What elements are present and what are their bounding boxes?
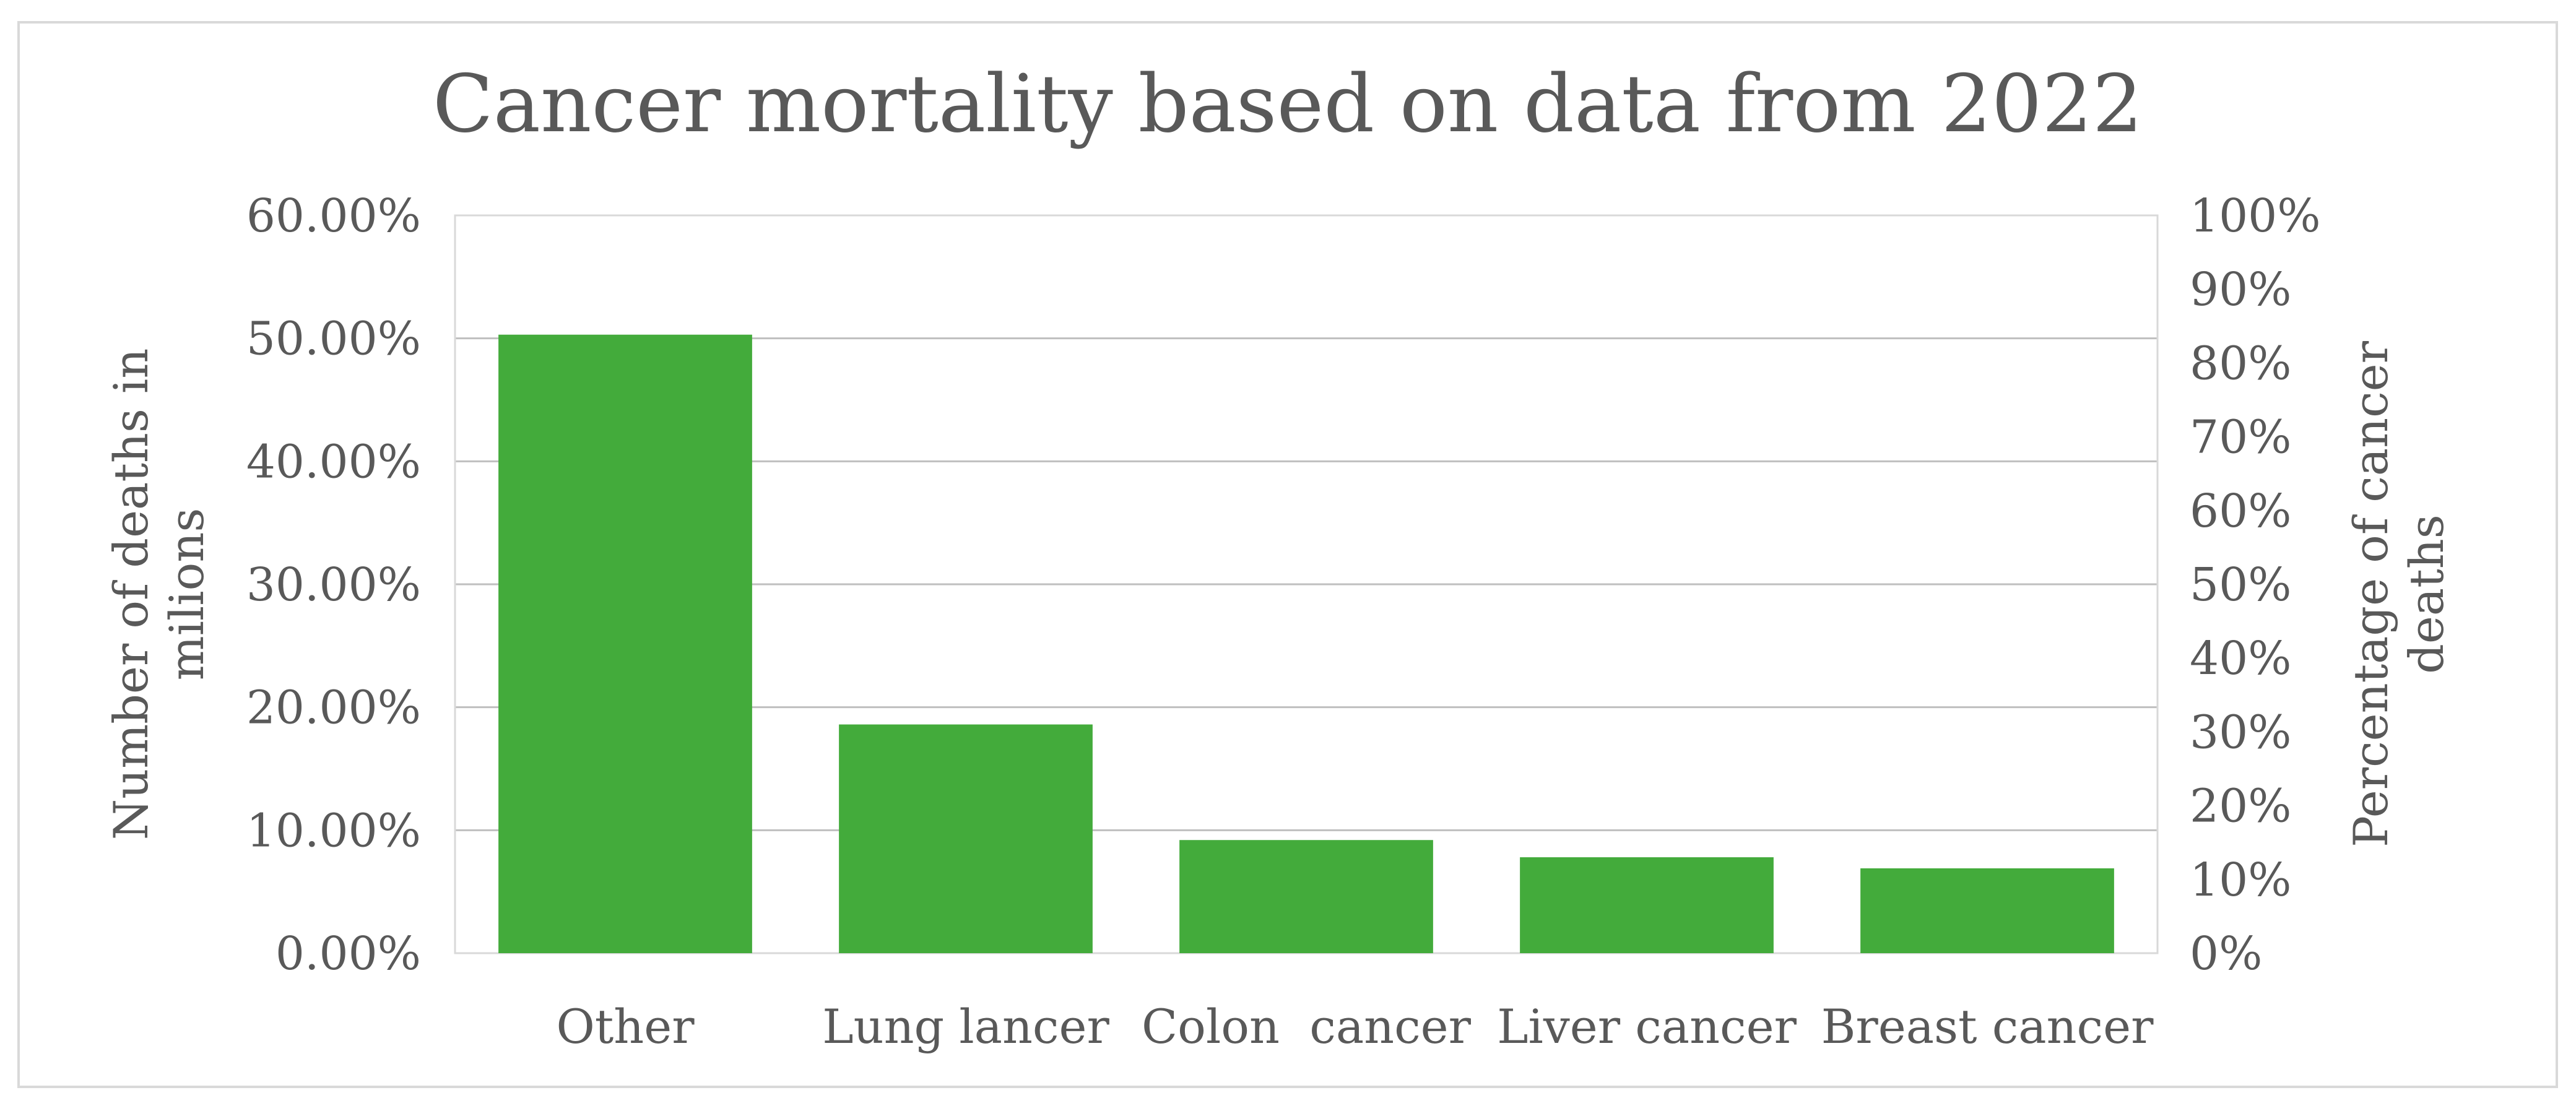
y2-tick-label: 100% [2190,189,2321,243]
y2-tick-label: 30% [2190,706,2291,759]
y2-axis-ticks: 0% 10% 20% 30% 40% 50% 60% 70% 80% 90% 100% [2190,189,2321,980]
x-category-label: Lung lancer [822,999,1109,1054]
y2-tick-label: 80% [2190,337,2291,390]
x-axis-labels: Other Lung lancer Colon cancer Liver cancer… [556,999,2154,1054]
y-tick-label: 50.00% [246,313,421,366]
y-axis-title: Number of deaths inmilions [103,348,214,841]
y2-tick-label: 10% [2190,854,2291,907]
y2-tick-label: 20% [2190,780,2291,833]
y2-axis-title: Percentage of cancerdeaths [2343,340,2454,847]
y-tick-label: 20.00% [246,681,421,735]
x-category-label: Colon cancer [1142,999,1472,1054]
y2-tick-label: 40% [2190,632,2291,685]
x-category-label: Breast cancer [1821,999,2154,1054]
chart-title: Cancer mortality based on data from 2022 [433,58,2143,150]
bar [1520,857,1774,953]
bar [498,334,752,953]
y-tick-label: 30.00% [246,558,421,612]
y-tick-label: 0.00% [275,927,421,980]
bar [839,724,1093,953]
bar [1179,840,1433,953]
y2-tick-label: 50% [2190,558,2291,612]
bar [1860,868,2114,953]
y-tick-label: 60.00% [246,189,421,243]
y2-tick-label: 0% [2190,927,2262,980]
y-axis-ticks: 0.00% 10.00% 20.00% 30.00% 40.00% 50.00% 60.00… [246,189,421,980]
y2-tick-label: 90% [2190,263,2291,316]
x-category-label: Liver cancer [1497,999,1797,1054]
y2-tick-label: 60% [2190,485,2291,538]
x-category-label: Other [556,999,695,1054]
bars [498,334,2114,953]
y-tick-label: 10.00% [246,804,421,857]
y2-tick-label: 70% [2190,411,2291,464]
y-tick-label: 40.00% [246,435,421,488]
